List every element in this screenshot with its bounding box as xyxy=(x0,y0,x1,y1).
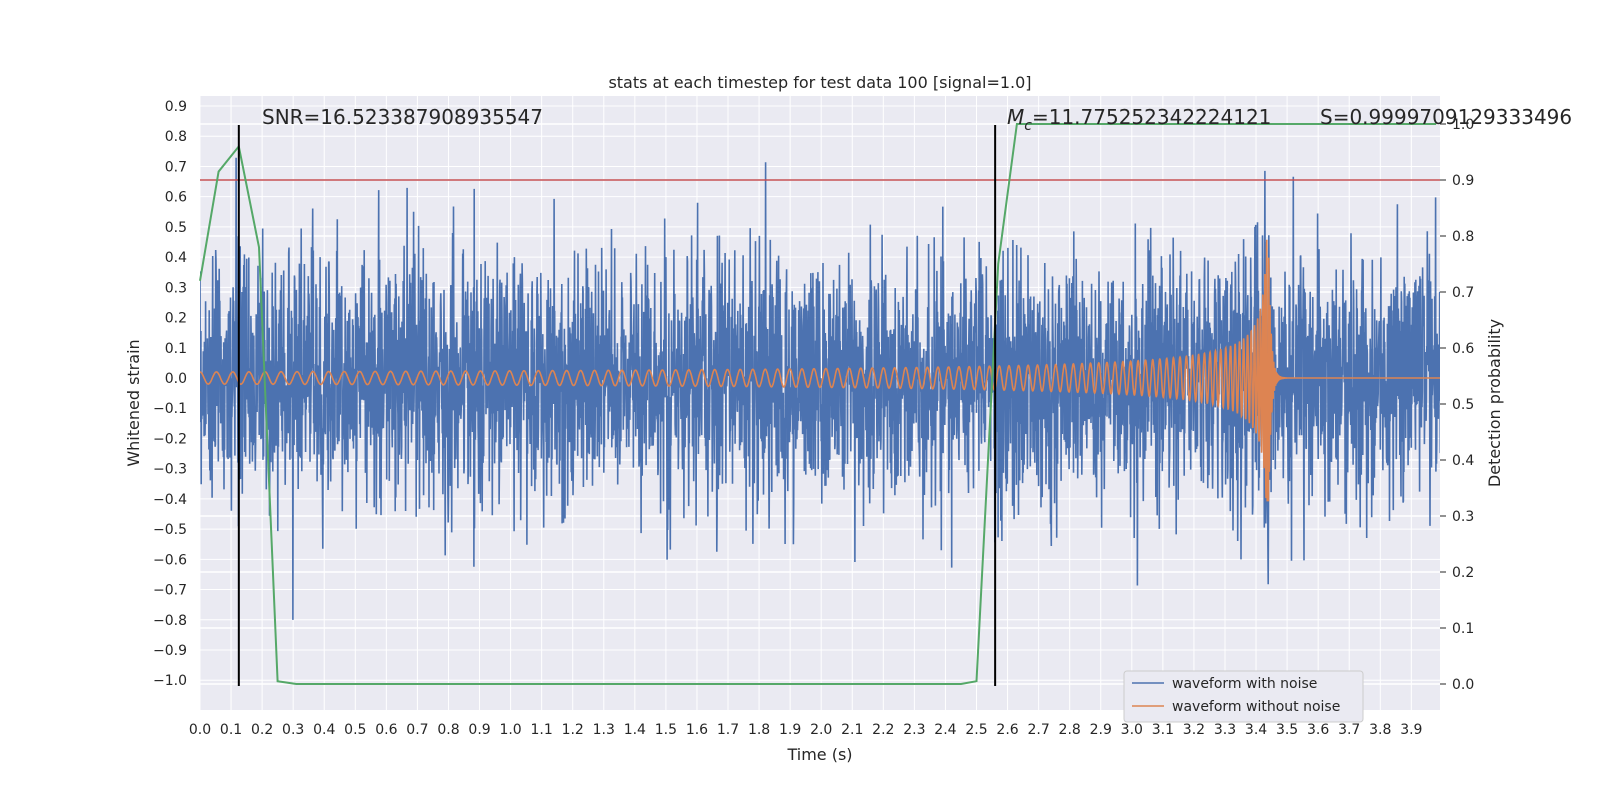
y-tick-label: −0.8 xyxy=(153,613,187,629)
annotation-score: S=0.9999709129333496 xyxy=(1320,105,1572,129)
x-tick-label: 3.3 xyxy=(1214,722,1236,738)
y2-tick-label: 0.9 xyxy=(1452,173,1474,189)
y-tick-label: −0.1 xyxy=(153,401,187,417)
series-waveform-with-noise xyxy=(200,157,1440,620)
x-tick-label: 2.9 xyxy=(1090,722,1112,738)
y2-tick-label: 0.7 xyxy=(1452,285,1474,301)
y2-axis-label: Detection probability xyxy=(1485,319,1504,487)
y2-tick-label: 0.3 xyxy=(1452,509,1474,525)
x-tick-label: 1.3 xyxy=(593,722,615,738)
x-tick-label: 2.7 xyxy=(1027,722,1049,738)
x-tick-label: 2.8 xyxy=(1059,722,1081,738)
y-tick-label: −0.3 xyxy=(153,462,187,478)
x-tick-label: 3.6 xyxy=(1307,722,1329,738)
y-tick-label: 0.8 xyxy=(165,129,187,145)
x-tick-label: 3.0 xyxy=(1121,722,1143,738)
y2-tick-labels: 0.0 0.1 0.2 0.3 0.4 0.5 0.6 0.7 0.8 0.9 1.0 xyxy=(1440,117,1474,693)
series-detection-probability xyxy=(199,123,1437,685)
x-tick-label: 3.2 xyxy=(1183,722,1205,738)
y-tick-label: 0.3 xyxy=(165,280,187,296)
y-tick-label: −0.7 xyxy=(153,583,187,599)
x-tick-label: 0.1 xyxy=(220,722,242,738)
y-tick-label: 0.0 xyxy=(165,371,187,387)
x-tick-label: 2.3 xyxy=(903,722,925,738)
x-tick-label: 0.2 xyxy=(251,722,273,738)
x-tick-label: 1.8 xyxy=(748,722,770,738)
x-tick-label: 3.1 xyxy=(1152,722,1174,738)
y-tick-label: 0.7 xyxy=(165,159,187,175)
legend-box xyxy=(1123,670,1364,723)
x-tick-label: 1.5 xyxy=(655,722,677,738)
y2-tick-label: 0.6 xyxy=(1452,341,1474,357)
x-tick-label: 1.7 xyxy=(717,722,739,738)
x-tick-label: 0.0 xyxy=(189,722,211,738)
chart-title: stats at each timestep for test data 100… xyxy=(608,73,1031,92)
x-tick-label: 3.8 xyxy=(1369,722,1391,738)
y2-tick-label: 0.1 xyxy=(1452,621,1474,637)
y-tick-label: −1.0 xyxy=(153,673,187,689)
x-tick-label: 1.9 xyxy=(779,722,801,738)
x-tick-label: 2.2 xyxy=(872,722,894,738)
x-tick-label: 0.8 xyxy=(437,722,459,738)
x-tick-label: 0.6 xyxy=(375,722,397,738)
x-tick-label: 3.5 xyxy=(1276,722,1298,738)
x-tick-label: 1.6 xyxy=(686,722,708,738)
y-tick-label: 0.1 xyxy=(165,341,187,357)
x-tick-label: 0.4 xyxy=(313,722,335,738)
x-tick-label: 3.9 xyxy=(1400,722,1422,738)
legend: waveform with noise waveform without noi… xyxy=(1123,670,1364,723)
x-tick-label: 1.0 xyxy=(499,722,521,738)
x-tick-label: 2.1 xyxy=(841,722,863,738)
x-tick-label: 0.5 xyxy=(344,722,366,738)
y-tick-label: 0.6 xyxy=(165,190,187,206)
y-tick-label: −0.9 xyxy=(153,643,187,659)
y-tick-labels: 0.9 0.8 0.7 0.6 0.5 0.4 0.3 0.2 0.1 0.0 −0.1 −0.2 −0… xyxy=(153,99,187,689)
y-tick-label: −0.6 xyxy=(153,552,187,568)
x-tick-label: 3.7 xyxy=(1338,722,1360,738)
y2-tick-label: 0.5 xyxy=(1452,397,1474,413)
y-tick-label: 0.5 xyxy=(165,220,187,236)
x-tick-label: 0.7 xyxy=(406,722,428,738)
x-tick-label: 1.1 xyxy=(531,722,553,738)
x-tick-label: 2.4 xyxy=(934,722,956,738)
y2-tick-label: 1.0 xyxy=(1452,117,1474,133)
x-tick-label: 0.9 xyxy=(468,722,490,738)
y-tick-label: −0.4 xyxy=(153,492,187,508)
x-tick-label: 1.4 xyxy=(624,722,646,738)
x-tick-label: 2.6 xyxy=(996,722,1018,738)
y2-tick-label: 0.0 xyxy=(1452,677,1474,693)
y2-tick-label: 0.8 xyxy=(1452,229,1474,245)
annotation-chirp-mass: Mc=11.775252342224121 xyxy=(1007,105,1271,134)
y-tick-label: −0.5 xyxy=(153,522,187,538)
legend-label-clean: waveform without noise xyxy=(1172,699,1340,715)
y-tick-label: 0.9 xyxy=(165,99,187,115)
x-tick-label: 2.5 xyxy=(965,722,987,738)
y-tick-label: −0.2 xyxy=(153,431,187,447)
y-tick-label: 0.2 xyxy=(165,311,187,327)
x-tick-labels: 0.0 0.1 0.2 0.3 0.4 0.5 0.6 0.7 0.8 0.9 1.0 1.1 1.2 1… xyxy=(189,722,1423,738)
series-waveform-without-noise xyxy=(200,239,1440,502)
x-tick-label: 2.0 xyxy=(810,722,832,738)
legend-label-noise: waveform with noise xyxy=(1172,676,1317,692)
y-axis-label: Whitened strain xyxy=(124,339,143,466)
x-tick-label: 3.4 xyxy=(1245,722,1267,738)
x-tick-label: 1.2 xyxy=(562,722,584,738)
y-tick-label: 0.4 xyxy=(165,250,187,266)
y2-tick-label: 0.4 xyxy=(1452,453,1474,469)
x-axis-label: Time (s) xyxy=(786,745,852,764)
x-tick-label: 0.3 xyxy=(282,722,304,738)
y2-tick-label: 0.2 xyxy=(1452,565,1474,581)
annotation-snr: SNR=16.523387908935547 xyxy=(262,105,543,129)
